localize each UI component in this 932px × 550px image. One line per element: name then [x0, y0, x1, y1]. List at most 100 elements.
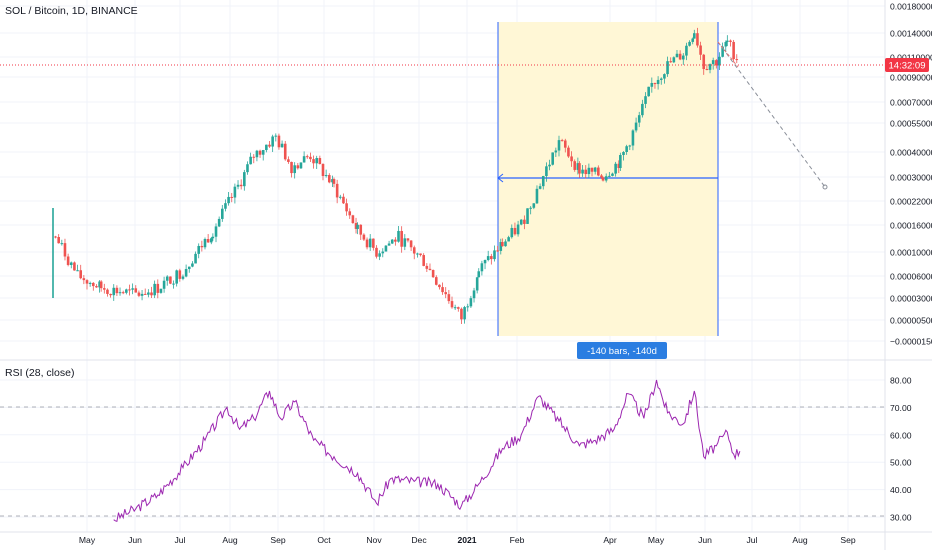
candle-body: [73, 262, 76, 271]
candle-body: [121, 292, 125, 294]
time-tick-label: Jun: [698, 535, 712, 545]
candle-body: [227, 196, 230, 204]
candle-body: [91, 282, 95, 287]
projection-end-handle[interactable]: [822, 184, 828, 190]
time-tick-label: Aug: [222, 535, 238, 545]
candle-body: [619, 155, 622, 169]
candle-body: [378, 253, 381, 257]
candle-body: [466, 306, 470, 308]
candle-body: [277, 135, 281, 148]
time-tick-label: May: [79, 535, 96, 545]
candle-body: [501, 242, 504, 247]
price-tick-label: 0.00022000: [890, 197, 932, 207]
candle-body: [348, 211, 352, 216]
candle-body: [416, 253, 419, 255]
candle-body: [729, 40, 732, 42]
candle-body: [438, 284, 441, 288]
candle-body: [384, 245, 388, 252]
candle-body: [483, 260, 487, 264]
candle-body: [375, 247, 378, 257]
time-tick-label: 2021: [457, 535, 476, 545]
rsi-indicator-title[interactable]: RSI (28, close): [5, 367, 75, 379]
candle-body: [214, 226, 218, 237]
candle-body: [441, 287, 444, 293]
candle-body: [545, 166, 548, 177]
candle-body: [490, 256, 493, 260]
candle-body: [453, 307, 457, 309]
candle-body: [162, 280, 166, 289]
candle-body: [255, 150, 259, 158]
date-range-badge: [577, 342, 667, 359]
candle-body: [692, 33, 696, 39]
candle-body: [134, 288, 138, 293]
candle-body: [99, 281, 103, 289]
time-axis[interactable]: May Jun Jul Aug Sep Oct Nov Dec 2021 Feb Apr May Jun…: [79, 535, 856, 545]
candle-body: [434, 277, 438, 285]
candle-body: [66, 256, 70, 265]
candle-body: [587, 167, 591, 175]
candle-body: [315, 158, 319, 164]
candle-body: [230, 196, 234, 198]
chart-title: SOL / Bitcoin, 1D, BINANCE: [5, 5, 138, 17]
candle-body: [634, 122, 638, 131]
candle-body: [409, 240, 413, 248]
last-price-badge: [885, 58, 929, 72]
candle-body: [95, 286, 98, 288]
price-axis[interactable]: 0.00180000 0.00140000 0.00110000 0.00090000…: [890, 2, 932, 347]
candle-body: [88, 282, 92, 284]
candle-body: [261, 150, 265, 155]
candle-body: [131, 288, 134, 290]
candle-body: [519, 219, 523, 225]
candle-body: [647, 86, 650, 97]
candle-body: [699, 45, 702, 55]
candle-body: [274, 135, 278, 137]
candle-body: [406, 238, 410, 241]
candle-body: [69, 262, 73, 265]
candle-body: [169, 276, 172, 284]
candle-body: [469, 298, 473, 307]
candle-body: [106, 289, 109, 294]
candle-body: [125, 289, 128, 293]
candle-body: [112, 287, 116, 296]
candle-body: [372, 238, 375, 248]
candle-body: [103, 288, 106, 290]
time-tick-label: Sep: [270, 535, 286, 545]
candle-body: [604, 176, 608, 181]
price-tick-label: 0.00006000: [890, 272, 932, 282]
candle-body: [590, 167, 594, 172]
date-range-highlight[interactable]: [498, 22, 718, 336]
candle-body: [258, 150, 262, 155]
candle-body: [165, 276, 169, 281]
candle-body: [287, 159, 290, 162]
candle-body: [529, 207, 532, 209]
projection-line[interactable]: [717, 41, 826, 188]
candle-body: [535, 188, 539, 204]
candle-body: [578, 163, 581, 174]
candle-body: [573, 161, 577, 170]
candle-body: [268, 144, 271, 147]
price-tick-label: 0.00180000: [890, 2, 932, 12]
candle-body: [387, 243, 391, 246]
candle-body: [541, 176, 545, 187]
candle-body: [666, 61, 669, 75]
candle-body: [299, 162, 303, 169]
candle-body: [200, 245, 204, 248]
rsi-axis[interactable]: 80.00 70.00 60.00 50.00 40.00 30.00: [890, 376, 912, 523]
time-tick-label: Oct: [317, 535, 331, 545]
candle-body: [57, 236, 60, 244]
candle-body: [450, 301, 454, 308]
candle-body: [233, 186, 237, 198]
candle-body: [153, 283, 156, 296]
candle-body: [444, 292, 448, 295]
candle-body: [669, 61, 672, 63]
candle-body: [147, 292, 150, 295]
candle-body: [98, 281, 101, 288]
candle-body: [243, 172, 246, 187]
candle-body: [726, 40, 729, 43]
candle-body: [197, 245, 201, 254]
rsi-tick-label: 40.00: [890, 485, 912, 495]
candle-body: [394, 239, 397, 242]
candle-body: [181, 276, 185, 279]
candle-body: [296, 165, 300, 169]
